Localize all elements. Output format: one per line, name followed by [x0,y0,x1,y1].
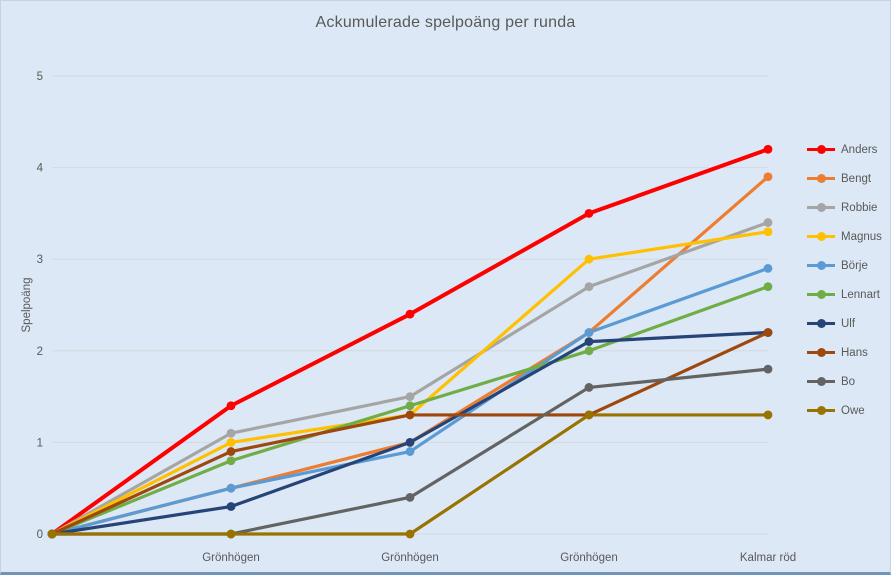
legend-label: Hans [841,346,868,359]
data-point-marker [763,364,773,374]
series-line-anders [50,147,770,536]
legend-marker-icon [807,261,835,270]
x-tick-label: Grönhögen [202,552,260,564]
y-tick-label: 4 [37,163,44,175]
data-point-marker [763,282,773,292]
legend-label: Robbie [841,201,878,214]
data-point-marker [584,410,594,420]
legend-item-magnus: Magnus [807,222,882,251]
legend-marker-icon [807,203,835,212]
data-point-marker [763,144,773,154]
legend-label: Owe [841,404,865,417]
data-point-marker [584,209,594,218]
data-point-marker [763,263,773,273]
data-point-marker [405,309,415,319]
data-point-marker [763,410,773,420]
legend-marker-icon [807,145,835,154]
legend: Anders Bengt Robbie Magnus Börje Lennart Ulf Ha… [807,135,882,425]
legend-marker-icon [807,290,835,299]
legend-item-anders: Anders [807,135,882,164]
y-tick-label: 1 [37,437,43,449]
data-point-marker [584,328,594,337]
legend-label: Lennart [841,288,881,301]
legend-item-owe: Owe [807,396,882,425]
y-tick-label: 5 [37,71,43,83]
legend-item-ulf: Ulf [807,309,882,338]
series-line-hans [50,330,770,536]
data-point-marker [405,392,415,401]
legend-label: Bo [841,375,856,388]
legend-marker-icon [807,377,835,386]
data-point-marker [405,401,415,411]
legend-item-robbie: Robbie [807,193,882,222]
data-point-marker [226,401,236,411]
legend-item-lennart: Lennart [807,280,882,309]
data-point-marker [763,172,773,182]
legend-marker-icon [807,348,835,357]
data-point-marker [226,438,236,447]
legend-item-hans: Hans [807,338,882,367]
data-point-marker [405,410,415,420]
data-point-marker [584,337,594,347]
data-point-marker [405,438,415,447]
x-tick-label: Grönhögen [381,552,439,564]
data-point-marker [405,529,415,539]
data-point-marker [584,383,594,392]
y-tick-label: 0 [37,529,43,541]
legend-label: Anders [841,143,878,156]
data-point-marker [763,227,773,237]
data-point-marker [763,328,773,337]
legend-item-bengt: Bengt [807,164,882,193]
legend-marker-icon [807,406,835,415]
legend-marker-icon [807,174,835,183]
series-line-ulf [50,330,770,536]
legend-label: Bengt [841,172,872,185]
data-point-marker [405,492,415,502]
legend-marker-icon [807,232,835,241]
data-point-marker [584,282,594,292]
legend-item-b-rje: Börje [807,251,882,280]
data-point-marker [226,447,236,456]
data-point-marker [226,428,236,438]
x-tick-label: Grönhögen [560,552,618,564]
data-point-marker [226,502,236,511]
x-tick-label: Kalmar röd [740,552,796,564]
data-point-marker [584,346,594,356]
legend-marker-icon [807,319,835,328]
data-point-marker [584,254,594,264]
data-point-marker [763,218,773,227]
legend-item-bo: Bo [807,367,882,396]
legend-label: Ulf [841,317,856,330]
data-point-marker [226,483,236,493]
data-point-marker [47,529,57,539]
data-point-marker [226,529,236,539]
y-tick-label: 3 [37,254,43,266]
legend-label: Börje [841,259,868,272]
legend-label: Magnus [841,230,882,243]
data-point-marker [226,456,236,466]
y-tick-label: 2 [37,346,43,358]
data-point-marker [405,447,415,456]
chart-title: Ackumulerade spelpoäng per runda [315,14,576,31]
